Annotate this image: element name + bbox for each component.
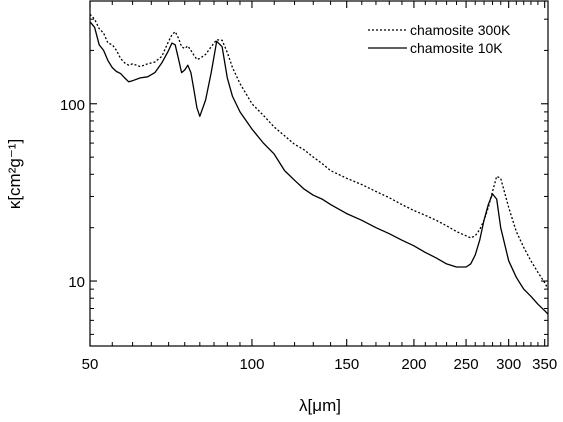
y-axis-title: κ[cm²g⁻¹] [5, 139, 24, 209]
y-tick-label: 100 [60, 97, 85, 114]
x-axis-title: λ[μm] [299, 396, 341, 415]
x-tick-label: 350 [532, 356, 557, 373]
series-layer [89, 13, 549, 315]
legend-label-300k: chamosite 300K [410, 22, 511, 38]
x-tick-label: 50 [82, 356, 99, 373]
x-tick-label: 200 [401, 356, 426, 373]
x-tick-label: 300 [496, 356, 521, 373]
legend: chamosite 300K chamosite 10K [368, 22, 511, 56]
series-line-10k [89, 21, 549, 315]
x-tick-label: 150 [334, 356, 359, 373]
plot-frame [89, 0, 549, 347]
x-tick-label: 250 [454, 356, 479, 373]
tick-layer: 50 100 150 200 250 300 350 10 100 [60, 1, 557, 373]
y-tick-label: 10 [68, 274, 85, 291]
x-tick-label: 100 [239, 356, 264, 373]
legend-label-10k: chamosite 10K [410, 40, 503, 56]
